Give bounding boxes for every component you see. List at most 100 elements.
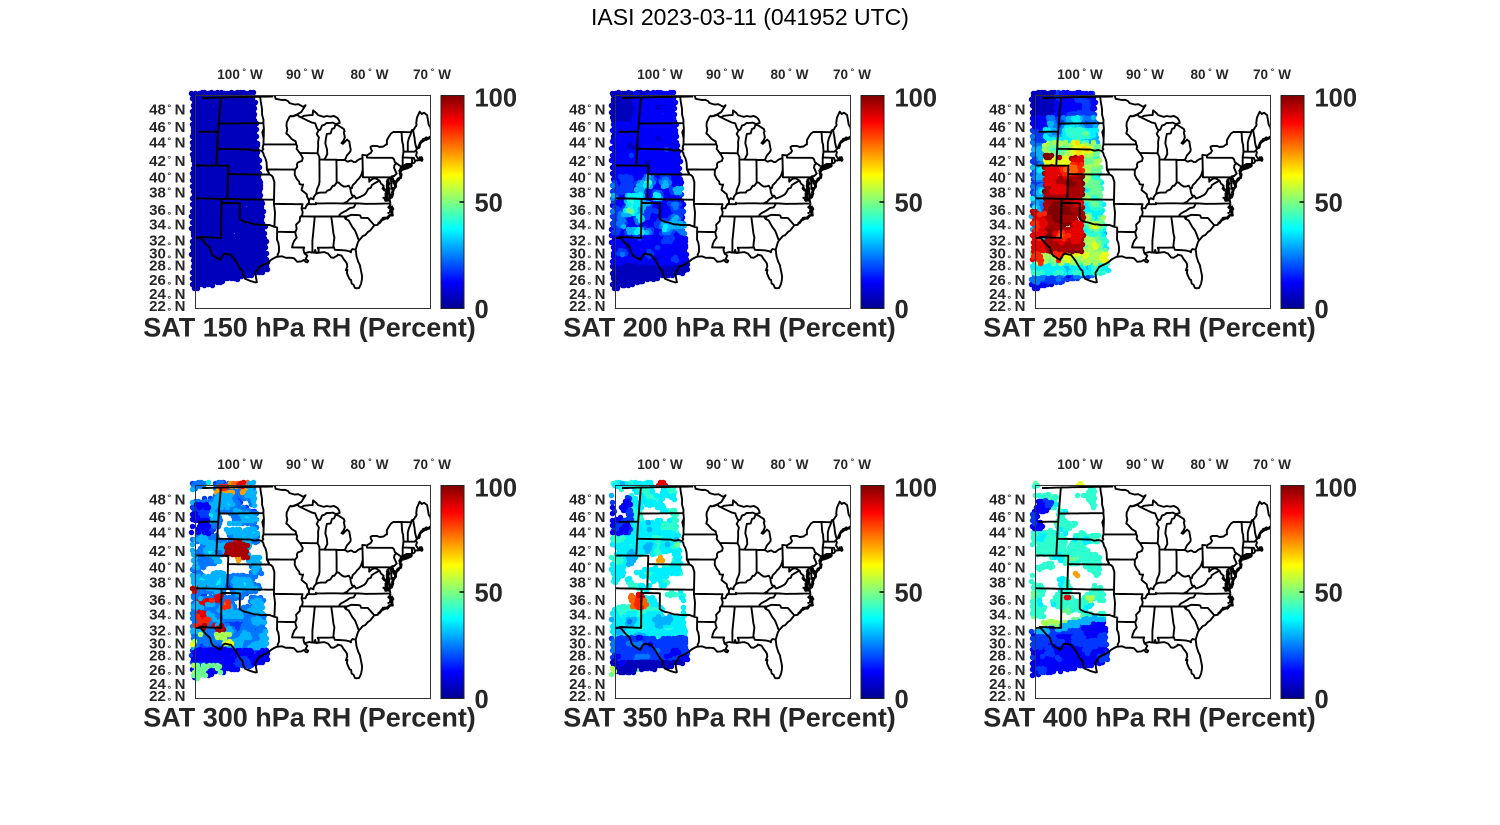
svg-text:48°N: 48 ° N: [989, 492, 1025, 509]
svg-text:24°N: 24 ° N: [989, 286, 1025, 305]
svg-text:48°N: 48 ° N: [149, 102, 185, 119]
svg-text:26°N: 26 ° N: [569, 662, 605, 681]
svg-text:22°N: 22 ° N: [569, 298, 605, 317]
svg-text:26°N: 26 ° N: [149, 272, 185, 291]
svg-text:50: 50: [895, 190, 923, 218]
svg-text:0: 0: [475, 296, 489, 324]
svg-text:80°W: 80 ° W: [1191, 457, 1229, 473]
svg-text:26°N: 26 ° N: [989, 272, 1025, 291]
svg-text:36°N: 36 ° N: [989, 592, 1025, 611]
svg-text:90°W: 90 ° W: [1126, 457, 1164, 473]
svg-text:90°W: 90 ° W: [706, 67, 744, 83]
svg-text:28°N: 28 ° N: [569, 648, 605, 667]
svg-text:80°W: 80 ° W: [1191, 67, 1229, 83]
svg-text:42°N: 42 ° N: [569, 153, 605, 170]
svg-text:38°N: 38 ° N: [989, 575, 1025, 592]
svg-text:70°W: 70 ° W: [1253, 457, 1291, 473]
svg-text:42°N: 42 ° N: [149, 543, 185, 560]
svg-text:32°N: 32 ° N: [149, 622, 185, 641]
svg-text:0: 0: [1315, 686, 1329, 714]
svg-text:IASI 2023-03-11 (041952 UTC): IASI 2023-03-11 (041952 UTC): [591, 4, 909, 30]
svg-text:48°N: 48 ° N: [569, 492, 605, 509]
svg-text:50: 50: [1315, 580, 1343, 608]
svg-text:48°N: 48 ° N: [149, 492, 185, 509]
svg-text:70°W: 70 ° W: [833, 67, 871, 83]
svg-text:38°N: 38 ° N: [149, 575, 185, 592]
svg-text:40°N: 40 ° N: [149, 560, 185, 577]
svg-text:24°N: 24 ° N: [989, 676, 1025, 695]
svg-text:SAT 300 hPa RH (Percent): SAT 300 hPa RH (Percent): [143, 703, 476, 733]
svg-text:46°N: 46 ° N: [569, 509, 605, 526]
svg-text:46°N: 46 ° N: [989, 509, 1025, 526]
svg-text:40°N: 40 ° N: [989, 560, 1025, 577]
svg-text:30°N: 30 ° N: [989, 246, 1025, 265]
svg-text:34°N: 34 ° N: [569, 606, 605, 625]
svg-text:30°N: 30 ° N: [569, 636, 605, 655]
svg-text:28°N: 28 ° N: [569, 258, 605, 277]
svg-text:100°W: 100 ° W: [637, 67, 683, 83]
svg-text:50: 50: [475, 580, 503, 608]
svg-text:32°N: 32 ° N: [569, 622, 605, 641]
svg-text:36°N: 36 ° N: [989, 202, 1025, 221]
svg-text:30°N: 30 ° N: [989, 636, 1025, 655]
svg-text:44°N: 44 ° N: [569, 524, 605, 541]
svg-text:44°N: 44 ° N: [149, 134, 185, 151]
svg-text:22°N: 22 ° N: [569, 688, 605, 707]
svg-text:30°N: 30 ° N: [569, 246, 605, 265]
svg-text:34°N: 34 ° N: [569, 216, 605, 235]
svg-text:38°N: 38 ° N: [569, 185, 605, 202]
svg-text:SAT 400 hPa RH (Percent): SAT 400 hPa RH (Percent): [983, 703, 1316, 733]
svg-text:22°N: 22 ° N: [989, 688, 1025, 707]
svg-text:28°N: 28 ° N: [989, 258, 1025, 277]
svg-text:100: 100: [895, 475, 938, 503]
svg-text:26°N: 26 ° N: [569, 272, 605, 291]
svg-text:32°N: 32 ° N: [989, 232, 1025, 251]
svg-text:42°N: 42 ° N: [569, 543, 605, 560]
svg-text:22°N: 22 ° N: [149, 688, 185, 707]
svg-text:36°N: 36 ° N: [149, 202, 185, 221]
svg-text:32°N: 32 ° N: [569, 232, 605, 251]
svg-text:40°N: 40 ° N: [149, 170, 185, 187]
svg-text:SAT 150 hPa RH (Percent): SAT 150 hPa RH (Percent): [143, 313, 476, 343]
svg-text:70°W: 70 ° W: [1253, 67, 1291, 83]
svg-text:38°N: 38 ° N: [989, 185, 1025, 202]
svg-text:44°N: 44 ° N: [149, 524, 185, 541]
svg-text:26°N: 26 ° N: [149, 662, 185, 681]
svg-text:42°N: 42 ° N: [149, 153, 185, 170]
svg-text:26°N: 26 ° N: [989, 662, 1025, 681]
svg-text:50: 50: [475, 190, 503, 218]
svg-text:46°N: 46 ° N: [149, 119, 185, 136]
svg-text:50: 50: [1315, 190, 1343, 218]
svg-text:90°W: 90 ° W: [286, 67, 324, 83]
svg-text:100°W: 100 ° W: [637, 457, 683, 473]
svg-text:22°N: 22 ° N: [149, 298, 185, 317]
svg-text:42°N: 42 ° N: [989, 153, 1025, 170]
svg-text:100°W: 100 ° W: [1057, 67, 1103, 83]
svg-text:34°N: 34 ° N: [149, 216, 185, 235]
svg-text:90°W: 90 ° W: [286, 457, 324, 473]
svg-text:36°N: 36 ° N: [569, 202, 605, 221]
svg-text:100°W: 100 ° W: [217, 67, 263, 83]
svg-text:0: 0: [475, 686, 489, 714]
svg-text:24°N: 24 ° N: [149, 286, 185, 305]
svg-text:80°W: 80 ° W: [771, 457, 809, 473]
svg-text:0: 0: [895, 296, 909, 324]
svg-text:44°N: 44 ° N: [989, 524, 1025, 541]
svg-text:100°W: 100 ° W: [217, 457, 263, 473]
svg-text:40°N: 40 ° N: [569, 170, 605, 187]
svg-text:44°N: 44 ° N: [569, 134, 605, 151]
svg-text:100: 100: [1315, 85, 1358, 113]
svg-text:40°N: 40 ° N: [569, 560, 605, 577]
svg-text:100: 100: [1315, 475, 1358, 503]
svg-text:28°N: 28 ° N: [149, 258, 185, 277]
svg-text:50: 50: [895, 580, 923, 608]
svg-text:28°N: 28 ° N: [149, 648, 185, 667]
svg-text:0: 0: [1315, 296, 1329, 324]
svg-text:40°N: 40 ° N: [989, 170, 1025, 187]
svg-text:22°N: 22 ° N: [989, 298, 1025, 317]
svg-text:0: 0: [895, 686, 909, 714]
svg-text:48°N: 48 ° N: [989, 102, 1025, 119]
svg-text:70°W: 70 ° W: [413, 67, 451, 83]
svg-text:38°N: 38 ° N: [149, 185, 185, 202]
svg-text:SAT 250 hPa RH (Percent): SAT 250 hPa RH (Percent): [983, 313, 1316, 343]
